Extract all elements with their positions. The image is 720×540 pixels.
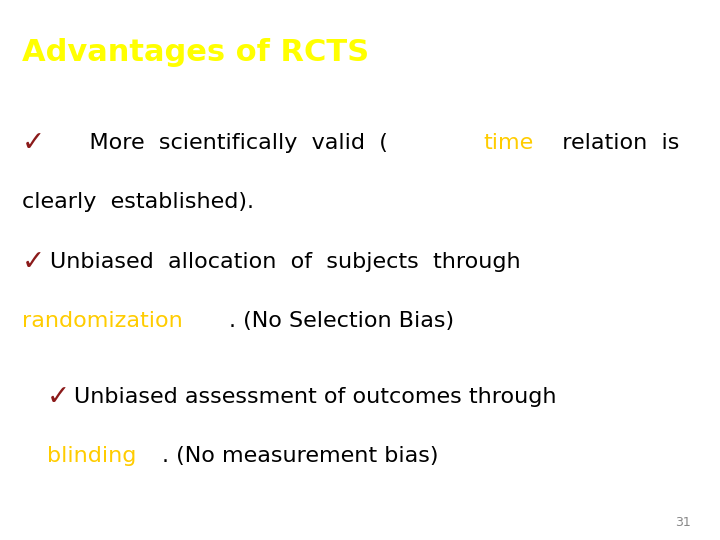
Text: ✓: ✓ [47, 383, 70, 411]
Text: ✓: ✓ [22, 248, 45, 276]
Text: clearly  established).: clearly established). [22, 192, 253, 213]
Text: randomization: randomization [22, 311, 182, 332]
Text: 31: 31 [675, 516, 691, 529]
Text: time: time [483, 133, 534, 153]
Text: . (No measurement bias): . (No measurement bias) [162, 446, 438, 467]
Text: More  scientifically  valid  (: More scientifically valid ( [61, 133, 388, 153]
Text: relation  is: relation is [548, 133, 679, 153]
Text: Unbiased  allocation  of  subjects  through: Unbiased allocation of subjects through [50, 252, 521, 272]
Text: blinding: blinding [47, 446, 136, 467]
Text: . (No Selection Bias): . (No Selection Bias) [229, 311, 454, 332]
Text: Unbiased assessment of outcomes through: Unbiased assessment of outcomes through [74, 387, 557, 407]
Text: ✓: ✓ [22, 129, 45, 157]
Text: Advantages of RCTS: Advantages of RCTS [22, 38, 369, 67]
